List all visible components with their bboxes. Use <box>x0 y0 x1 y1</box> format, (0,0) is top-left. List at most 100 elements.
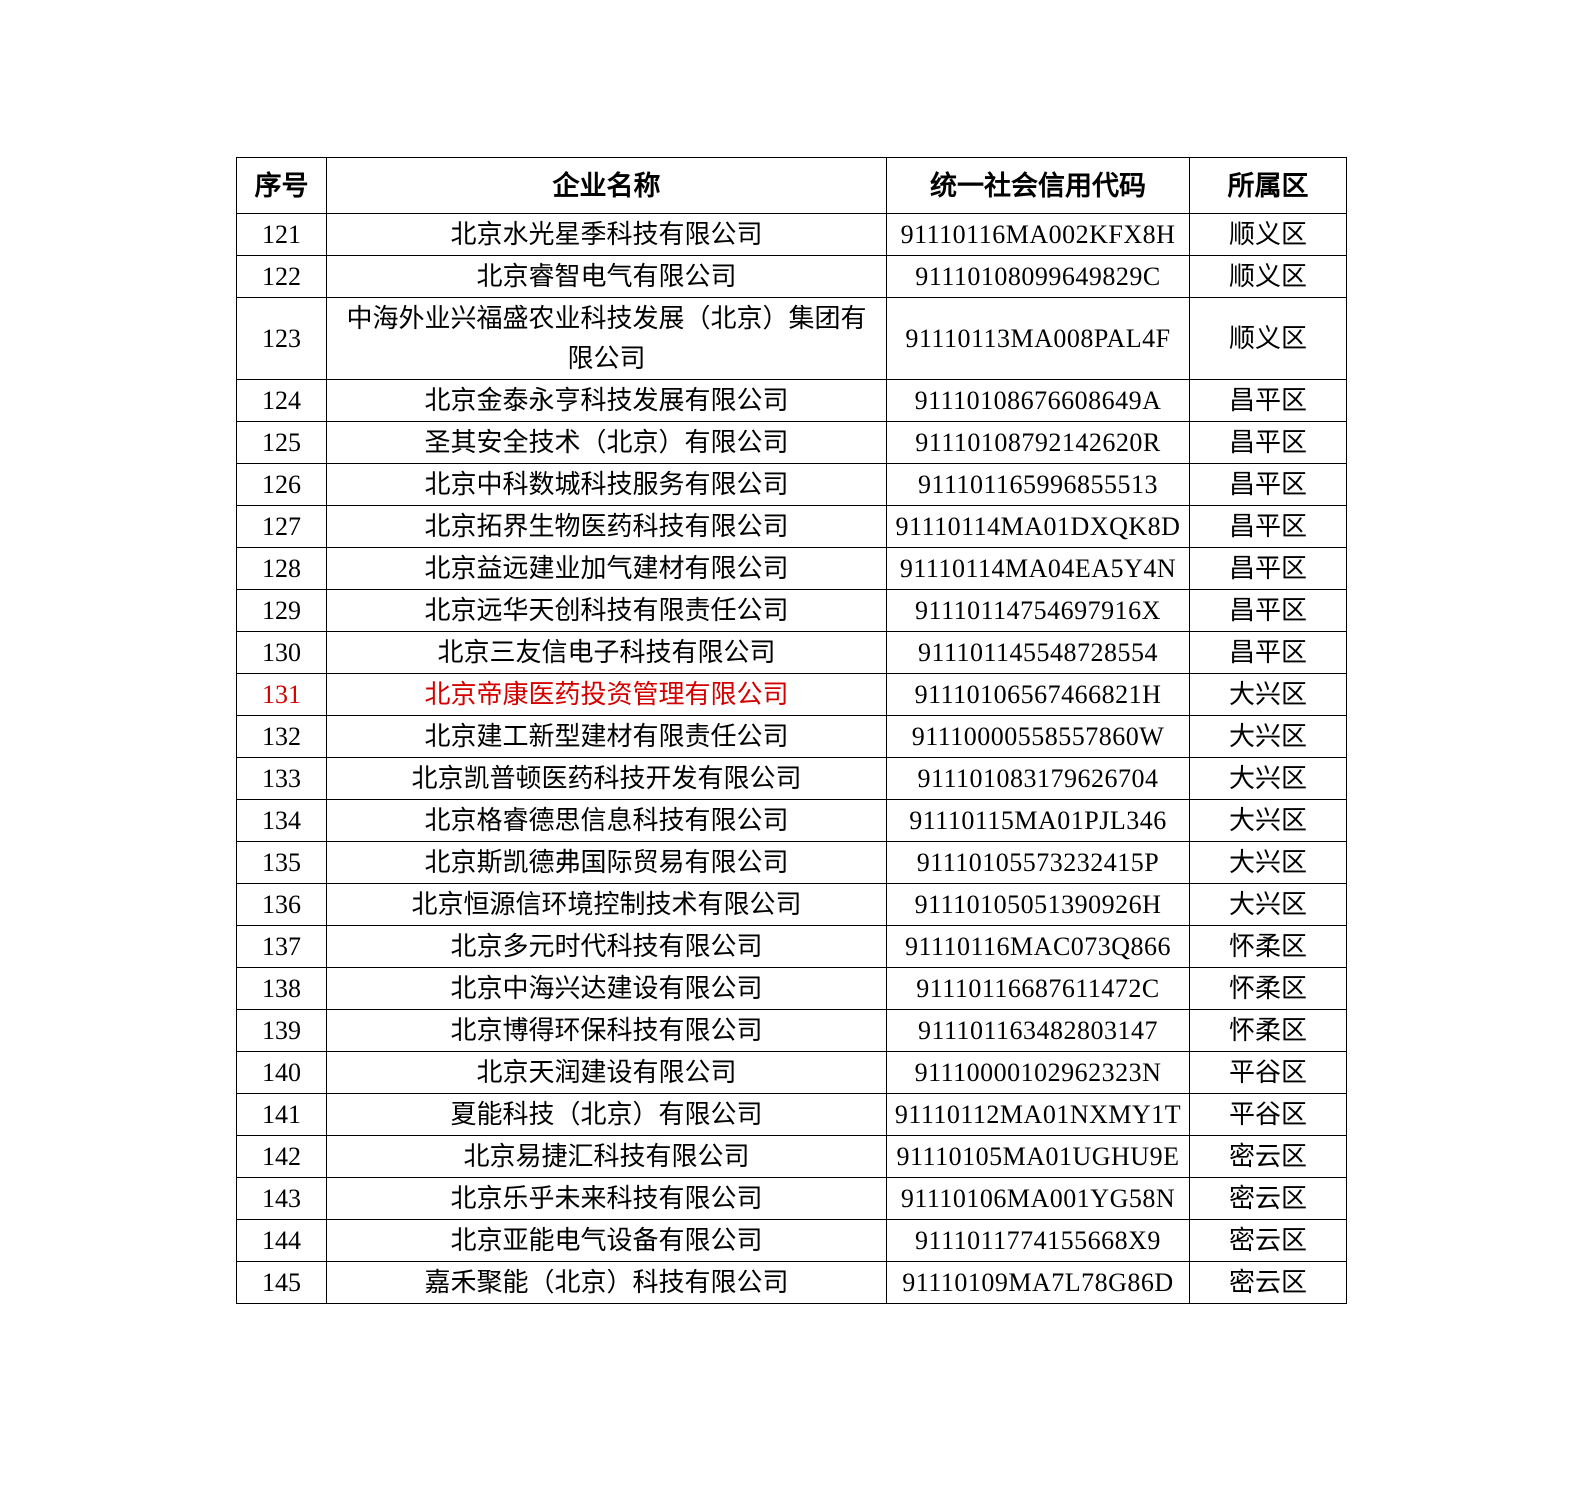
row-district: 平谷区 <box>1189 1093 1347 1136</box>
row-company-name: 北京亚能电气设备有限公司 <box>326 1219 887 1262</box>
row-company-name: 北京三友信电子科技有限公司 <box>326 631 887 674</box>
row-district: 昌平区 <box>1189 547 1347 590</box>
enterprise-table: 序号 企业名称 统一社会信用代码 所属区 121 北京水光星季科技有限公司 9111… <box>236 157 1347 1304</box>
row-credit-code: 91110114MA04EA5Y4N <box>886 547 1190 590</box>
row-seq: 140 <box>236 1051 327 1094</box>
row-seq: 138 <box>236 967 327 1010</box>
table-row: 129 北京远华天创科技有限责任公司 91110114754697916X 昌平区 <box>236 589 1347 632</box>
row-district: 大兴区 <box>1189 715 1347 758</box>
row-district: 大兴区 <box>1189 841 1347 884</box>
row-credit-code: 91110115MA01PJL346 <box>886 799 1190 842</box>
row-seq: 131 <box>236 673 327 716</box>
row-district: 大兴区 <box>1189 757 1347 800</box>
table-row: 143 北京乐乎未来科技有限公司 91110106MA001YG58N 密云区 <box>236 1177 1347 1220</box>
row-credit-code: 91110106567466821H <box>886 673 1190 716</box>
table-row: 123 中海外业兴福盛农业科技发展（北京）集团有限公司 91110113MA008P… <box>236 297 1347 380</box>
row-seq: 123 <box>236 297 327 380</box>
table-row: 127 北京拓界生物医药科技有限公司 91110114MA01DXQK8D 昌平区 <box>236 505 1347 548</box>
row-seq: 127 <box>236 505 327 548</box>
row-seq: 124 <box>236 379 327 422</box>
row-credit-code: 91110105MA01UGHU9E <box>886 1135 1190 1178</box>
row-credit-code: 91110112MA01NXMY1T <box>886 1093 1190 1136</box>
row-credit-code: 91110000102962323N <box>886 1051 1190 1094</box>
row-company-name: 北京金泰永亨科技发展有限公司 <box>326 379 887 422</box>
table-row: 132 北京建工新型建材有限责任公司 91110000558557860W 大兴区 <box>236 715 1347 758</box>
row-seq: 122 <box>236 255 327 298</box>
row-district: 昌平区 <box>1189 589 1347 632</box>
row-seq: 125 <box>236 421 327 464</box>
table-row: 121 北京水光星季科技有限公司 91110116MA002KFX8H 顺义区 <box>236 213 1347 256</box>
row-district: 怀柔区 <box>1189 925 1347 968</box>
table-row: 137 北京多元时代科技有限公司 91110116MAC073Q866 怀柔区 <box>236 925 1347 968</box>
row-district: 密云区 <box>1189 1261 1347 1304</box>
row-credit-code: 91110116MA002KFX8H <box>886 213 1190 256</box>
row-district: 密云区 <box>1189 1177 1347 1220</box>
row-credit-code: 911101145548728554 <box>886 631 1190 674</box>
table-row: 139 北京博得环保科技有限公司 911101163482803147 怀柔区 <box>236 1009 1347 1052</box>
row-credit-code: 91110114754697916X <box>886 589 1190 632</box>
row-district: 昌平区 <box>1189 421 1347 464</box>
row-district: 怀柔区 <box>1189 1009 1347 1052</box>
row-company-name: 北京天润建设有限公司 <box>326 1051 887 1094</box>
row-company-name: 北京益远建业加气建材有限公司 <box>326 547 887 590</box>
row-seq: 136 <box>236 883 327 926</box>
row-credit-code: 911101163482803147 <box>886 1009 1190 1052</box>
row-company-name: 北京博得环保科技有限公司 <box>326 1009 887 1052</box>
row-company-name: 北京睿智电气有限公司 <box>326 255 887 298</box>
row-company-name: 北京多元时代科技有限公司 <box>326 925 887 968</box>
row-company-name: 北京斯凯德弗国际贸易有限公司 <box>326 841 887 884</box>
header-district: 所属区 <box>1189 157 1347 214</box>
table-header-row: 序号 企业名称 统一社会信用代码 所属区 <box>236 157 1347 214</box>
row-district: 昌平区 <box>1189 463 1347 506</box>
row-seq: 143 <box>236 1177 327 1220</box>
table-row: 130 北京三友信电子科技有限公司 911101145548728554 昌平区 <box>236 631 1347 674</box>
row-district: 怀柔区 <box>1189 967 1347 1010</box>
header-code: 统一社会信用代码 <box>886 157 1190 214</box>
row-company-name: 北京格睿德思信息科技有限公司 <box>326 799 887 842</box>
row-seq: 133 <box>236 757 327 800</box>
row-district: 昌平区 <box>1189 505 1347 548</box>
table-row: 128 北京益远建业加气建材有限公司 91110114MA04EA5Y4N 昌平区 <box>236 547 1347 590</box>
table-row: 145 嘉禾聚能（北京）科技有限公司 91110109MA7L78G86D 密云区 <box>236 1261 1347 1304</box>
row-credit-code: 91110109MA7L78G86D <box>886 1261 1190 1304</box>
row-company-name: 北京中科数城科技服务有限公司 <box>326 463 887 506</box>
table-row: 122 北京睿智电气有限公司 911101080996498​29C 顺义区 <box>236 255 1347 298</box>
row-seq: 126 <box>236 463 327 506</box>
row-district: 顺义区 <box>1189 297 1347 380</box>
row-seq: 128 <box>236 547 327 590</box>
table-row: 140 北京天润建设有限公司 91110000102962323N 平谷区 <box>236 1051 1347 1094</box>
row-company-name: 北京凯普顿医药科技开发有限公司 <box>326 757 887 800</box>
row-credit-code: 91110108676608649A <box>886 379 1190 422</box>
row-district: 昌平区 <box>1189 379 1347 422</box>
row-company-name: 北京远华天创科技有限责任公司 <box>326 589 887 632</box>
table-row: 144 北京亚能电气设备有限公司 911101177415566​8X9 密云区 <box>236 1219 1347 1262</box>
row-credit-code: 91110108792142620R <box>886 421 1190 464</box>
row-seq: 121 <box>236 213 327 256</box>
row-credit-code: 911101165996855513 <box>886 463 1190 506</box>
row-company-name: 北京恒源信环境控制技术有限公司 <box>326 883 887 926</box>
row-district: 大兴区 <box>1189 673 1347 716</box>
row-seq: 145 <box>236 1261 327 1304</box>
row-credit-code: 91110105573232415P <box>886 841 1190 884</box>
row-district: 大兴区 <box>1189 799 1347 842</box>
row-credit-code: 91110000558557860W <box>886 715 1190 758</box>
table-row: 134 北京格睿德思信息科技有限公司 91110115MA01PJL346 大兴区 <box>236 799 1347 842</box>
row-company-name: 北京中海兴达建设有限公司 <box>326 967 887 1010</box>
row-company-name: 中海外业兴福盛农业科技发展（北京）集团有限公司 <box>326 297 887 380</box>
row-district: 密云区 <box>1189 1219 1347 1262</box>
table-row: 133 北京凯普顿医药科技开发有限公司 911101083179626704 大兴区 <box>236 757 1347 800</box>
row-credit-code: 911101083179626704 <box>886 757 1190 800</box>
row-credit-code: 91110105051390926H <box>886 883 1190 926</box>
table-row: 138 北京中海兴达建设有限公司 91110116687611472C 怀柔区 <box>236 967 1347 1010</box>
row-district: 顺义区 <box>1189 213 1347 256</box>
table-row: 136 北京恒源信环境控制技术有限公司 91110105051390926H 大兴区 <box>236 883 1347 926</box>
table-row: 141 夏能科技（北京）有限公司 91110112MA01NXMY1T 平谷区 <box>236 1093 1347 1136</box>
row-seq: 130 <box>236 631 327 674</box>
row-district: 大兴区 <box>1189 883 1347 926</box>
row-credit-code: 91110113MA008PAL4F <box>886 297 1190 380</box>
row-company-name: 北京拓界生物医药科技有限公司 <box>326 505 887 548</box>
row-seq: 135 <box>236 841 327 884</box>
row-seq: 129 <box>236 589 327 632</box>
row-company-name: 嘉禾聚能（北京）科技有限公司 <box>326 1261 887 1304</box>
row-seq: 132 <box>236 715 327 758</box>
